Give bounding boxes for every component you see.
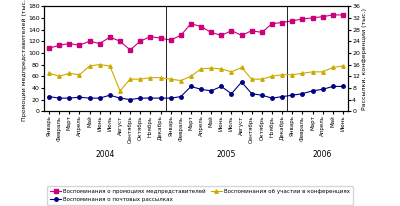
Воспоминания об участии в конференциях	[138, 78, 143, 80]
Y-axis label: Промоции медпредставителей (тыс.): Промоции медпредставителей (тыс.)	[22, 0, 27, 121]
Воспоминания о почтовых рассылках	[209, 90, 214, 92]
Воспоминания о почтовых рассылках	[158, 97, 163, 99]
Воспоминания о промоциях медпредставителей	[67, 42, 72, 45]
Text: 2004: 2004	[95, 150, 114, 159]
Воспоминания об участии в конференциях	[178, 79, 183, 82]
Воспоминания о почтовых рассылках	[270, 97, 274, 99]
Воспоминания об участии в конференциях	[330, 66, 335, 69]
Воспоминания об участии в конференциях	[209, 67, 214, 69]
Воспоминания о промоциях медпредставителей	[260, 31, 264, 34]
Воспоминания об участии в конференциях	[340, 65, 345, 67]
Воспоминания о почтовых рассылках	[188, 85, 193, 88]
Воспоминания о почтовых рассылках	[229, 92, 234, 95]
Воспоминания о промоциях медпредставителей	[340, 14, 345, 16]
Воспоминания о почтовых рассылках	[67, 97, 72, 99]
Воспоминания о почтовых рассылках	[249, 92, 254, 95]
Воспоминания о почтовых рассылках	[290, 94, 295, 96]
Line: Воспоминания об участии в конференциях: Воспоминания об участии в конференциях	[47, 63, 345, 92]
Воспоминания об участии в конференциях	[97, 63, 102, 66]
Воспоминания о почтовых рассылках	[97, 97, 102, 99]
Воспоминания о промоциях медпредставителей	[178, 34, 183, 37]
Воспоминания о почтовых рассылках	[148, 97, 153, 99]
Воспоминания о почтовых рассылках	[280, 95, 284, 98]
Text: 2005: 2005	[217, 150, 236, 159]
Воспоминания о промоциях медпредставителей	[77, 44, 82, 47]
Воспоминания об участии в конференциях	[310, 71, 315, 73]
Воспоминания о почтовых рассылках	[108, 94, 112, 96]
Воспоминания о промоциях медпредставителей	[320, 15, 325, 18]
Воспоминания о промоциях медпредставителей	[168, 39, 173, 41]
Воспоминания об участии в конференциях	[229, 71, 234, 73]
Воспоминания об участии в конференциях	[300, 72, 305, 75]
Воспоминания об участии в конференциях	[87, 65, 92, 67]
Воспоминания о промоциях медпредставителей	[128, 49, 132, 51]
Воспоминания о промоциях медпредставителей	[249, 29, 254, 32]
Воспоминания о почтовых рассылках	[77, 96, 82, 98]
Воспоминания о промоциях медпредставителей	[239, 34, 244, 37]
Воспоминания о почтовых рассылках	[87, 97, 92, 99]
Воспоминания о промоциях медпредставителей	[229, 29, 234, 32]
Воспоминания об участии в конференциях	[168, 78, 173, 80]
Воспоминания об участии в конференциях	[128, 78, 132, 80]
Воспоминания о почтовых рассылках	[47, 95, 52, 98]
Воспоминания о промоциях медпредставителей	[209, 31, 214, 34]
Воспоминания о промоциях медпредставителей	[270, 22, 274, 25]
Воспоминания об участии в конференциях	[57, 75, 62, 77]
Воспоминания об участии в конференциях	[148, 76, 153, 79]
Воспоминания о почтовых рассылках	[320, 88, 325, 91]
Воспоминания о промоциях медпредставителей	[280, 21, 284, 24]
Воспоминания об участии в конференциях	[270, 75, 274, 77]
Воспоминания об участии в конференциях	[320, 71, 325, 73]
Воспоминания о промоциях медпредставителей	[330, 14, 335, 16]
Воспоминания об участии в конференциях	[290, 74, 295, 76]
Воспоминания о промоциях медпредставителей	[87, 40, 92, 42]
Text: 2006: 2006	[313, 150, 332, 159]
Воспоминания о почтовых рассылках	[300, 92, 305, 95]
Воспоминания о промоциях медпредставителей	[57, 44, 62, 47]
Воспоминания о промоциях медпредставителей	[118, 40, 122, 42]
Воспоминания о почтовых рассылках	[138, 97, 143, 99]
Воспоминания о почтовых рассылках	[340, 85, 345, 88]
Воспоминания о промоциях медпредставителей	[97, 42, 102, 45]
Воспоминания о промоциях медпредставителей	[47, 47, 52, 49]
Воспоминания об участии в конференциях	[158, 76, 163, 79]
Воспоминания о промоциях медпредставителей	[310, 17, 315, 19]
Воспоминания об участии в конференциях	[108, 65, 112, 67]
Воспоминания об участии в конференциях	[199, 68, 204, 70]
Воспоминания об участии в конференциях	[219, 68, 224, 70]
Воспоминания об участии в конференциях	[118, 90, 122, 92]
Воспоминания о промоциях медпредставителей	[290, 20, 295, 22]
Legend: Воспоминания о промоциях медпредставителей, Воспоминания о почтовых рассылках, В: Воспоминания о промоциях медпредставител…	[47, 186, 353, 205]
Воспоминания о почтовых рассылках	[178, 95, 183, 98]
Воспоминания о промоциях медпредставителей	[199, 25, 204, 28]
Воспоминания о почтовых рассылках	[118, 97, 122, 99]
Воспоминания о почтовых рассылках	[219, 85, 224, 88]
Воспоминания о промоциях медпредставителей	[138, 40, 143, 42]
Воспоминания об участии в конференциях	[77, 74, 82, 76]
Воспоминания о почтовых рассылках	[260, 94, 264, 96]
Воспоминания об участии в конференциях	[280, 74, 284, 76]
Воспоминания об участии в конференциях	[188, 75, 193, 77]
Воспоминания о почтовых рассылках	[239, 81, 244, 83]
Line: Воспоминания о промоциях медпредставителей: Воспоминания о промоциях медпредставител…	[47, 13, 345, 52]
Воспоминания о почтовых рассылках	[310, 90, 315, 92]
Воспоминания о промоциях медпредставителей	[108, 36, 112, 38]
Воспоминания об участии в конференциях	[249, 78, 254, 80]
Line: Воспоминания о почтовых рассылках: Воспоминания о почтовых рассылках	[47, 80, 345, 101]
Воспоминания о почтовых рассылках	[57, 97, 62, 99]
Воспоминания о промоциях медпредставителей	[158, 37, 163, 40]
Воспоминания о почтовых рассылках	[199, 88, 204, 91]
Воспоминания о промоциях медпредставителей	[148, 35, 153, 38]
Воспоминания об участии в конференциях	[260, 78, 264, 80]
Воспоминания о почтовых рассылках	[330, 85, 335, 88]
Воспоминания об участии в конференциях	[47, 72, 52, 75]
Y-axis label: Рассылки, конференции (тыс.): Рассылки, конференции (тыс.)	[362, 8, 366, 110]
Воспоминания о промоциях медпредставителей	[219, 34, 224, 37]
Воспоминания об участии в конференциях	[67, 72, 72, 75]
Воспоминания о промоциях медпредставителей	[188, 22, 193, 25]
Воспоминания о почтовых рассылках	[128, 98, 132, 101]
Воспоминания об участии в конференциях	[239, 66, 244, 69]
Воспоминания о промоциях медпредставителей	[300, 18, 305, 20]
Воспоминания о почтовых рассылках	[168, 97, 173, 99]
